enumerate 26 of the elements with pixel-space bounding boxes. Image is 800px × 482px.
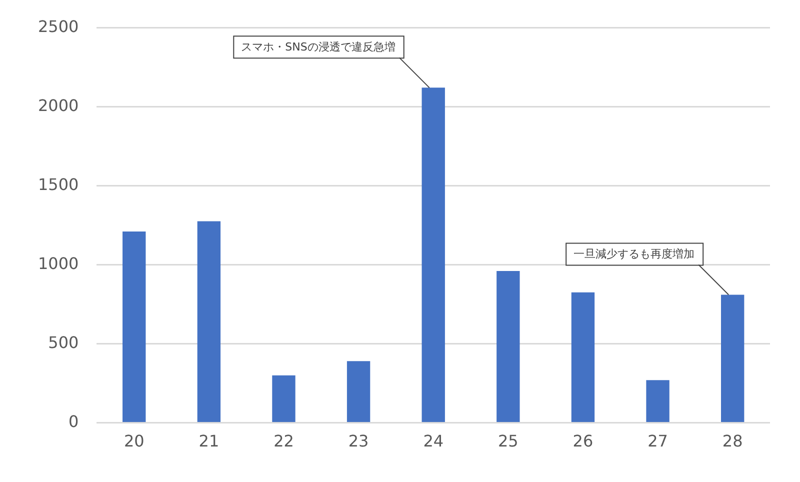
bar (721, 294, 744, 422)
x-tick-label: 21 (198, 432, 220, 451)
y-tick-label: 1500 (38, 174, 79, 194)
bar (272, 375, 296, 422)
y-tick-label: 500 (48, 332, 79, 352)
y-tick-label: 0 (68, 412, 79, 431)
x-tick-label: 23 (348, 432, 369, 451)
bar (496, 271, 520, 422)
bar (571, 292, 595, 422)
annotation: スマホ・SNSの浸透で違反急増 (241, 40, 396, 54)
y-tick-label: 2000 (38, 96, 79, 115)
x-tick-label: 28 (722, 432, 743, 451)
y-tick-label: 2500 (38, 16, 79, 36)
x-tick-label: 24 (423, 432, 444, 451)
bar (646, 380, 670, 422)
y-tick-label: 1000 (38, 254, 79, 273)
x-tick-label: 26 (572, 432, 594, 451)
x-tick-label: 27 (648, 432, 668, 451)
bar (346, 361, 370, 422)
x-tick-label: 25 (498, 432, 518, 451)
bar (422, 88, 445, 422)
bar (122, 232, 146, 422)
x-tick-label: 22 (274, 432, 294, 451)
annotation: 一旦減少するも再度増加 (574, 248, 695, 261)
bar (197, 221, 221, 422)
x-tick-label: 20 (124, 432, 144, 451)
